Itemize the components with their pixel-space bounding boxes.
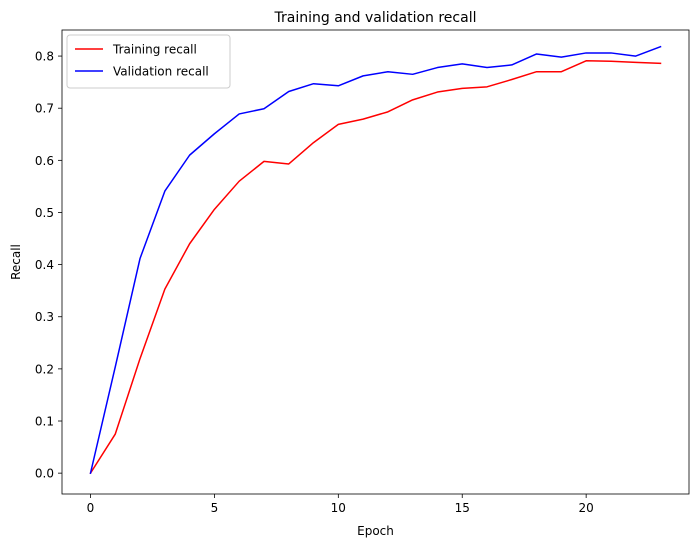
legend-label-training: Training recall: [112, 43, 197, 57]
y-tick-label: 0.5: [35, 206, 54, 220]
x-axis-label: Epoch: [357, 524, 394, 538]
y-tick-label: 0.7: [35, 102, 54, 116]
y-axis-label: Recall: [9, 244, 23, 280]
plot-background: [62, 30, 689, 494]
x-tick-label: 10: [331, 501, 346, 515]
chart-title: Training and validation recall: [274, 10, 477, 26]
series-line-training: [89, 60, 662, 475]
y-tick-label: 0.2: [35, 362, 54, 376]
axes-frame: [61, 29, 690, 495]
x-tick-label: 15: [455, 501, 470, 515]
y-tick-label: 0.6: [35, 154, 54, 168]
x-tick-label: 5: [211, 501, 219, 515]
legend-label-validation: Validation recall: [113, 65, 209, 79]
series-line-validation: [89, 45, 662, 475]
y-tick-label: 0.3: [35, 310, 54, 324]
y-tick-label: 0.0: [35, 467, 54, 481]
y-tick-label: 0.4: [35, 258, 54, 272]
legend-box: [66, 34, 231, 89]
axes-layer: [61, 29, 690, 495]
x-tick-label: 20: [579, 501, 594, 515]
ticks-layer: 0 5 10 15 20 0.0 0.1 0.2 0.3 0.4 0.5 0.6 0.7 0.8: [35, 50, 594, 515]
x-tick-label: 0: [87, 501, 95, 515]
legend: Training recall Validation recall: [66, 34, 231, 89]
series-layer: [89, 45, 662, 475]
y-tick-label: 0.1: [35, 415, 54, 429]
y-tick-label: 0.8: [35, 50, 54, 64]
plot-area: [62, 30, 689, 494]
